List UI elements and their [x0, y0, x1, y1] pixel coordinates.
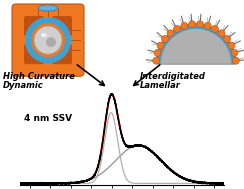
Circle shape: [154, 49, 161, 56]
Ellipse shape: [41, 33, 47, 37]
Circle shape: [167, 30, 174, 37]
Circle shape: [34, 26, 62, 54]
FancyBboxPatch shape: [52, 44, 72, 64]
FancyBboxPatch shape: [52, 16, 72, 36]
Wedge shape: [158, 26, 234, 64]
Circle shape: [228, 42, 235, 49]
Text: Lamellar: Lamellar: [140, 81, 181, 90]
Circle shape: [218, 30, 225, 37]
Circle shape: [173, 25, 181, 32]
Circle shape: [157, 42, 164, 49]
Circle shape: [46, 37, 56, 47]
Text: Dynamic: Dynamic: [3, 81, 44, 90]
Circle shape: [26, 18, 70, 62]
FancyBboxPatch shape: [12, 4, 84, 76]
Text: High Curvature: High Curvature: [3, 72, 75, 81]
Circle shape: [232, 57, 239, 64]
Circle shape: [162, 35, 168, 43]
Circle shape: [212, 25, 218, 32]
Ellipse shape: [38, 5, 58, 11]
FancyBboxPatch shape: [24, 16, 44, 36]
Text: 4 nm SSV: 4 nm SSV: [24, 115, 72, 123]
Circle shape: [189, 21, 195, 28]
Circle shape: [153, 57, 160, 64]
Circle shape: [181, 22, 188, 29]
Circle shape: [196, 21, 203, 28]
Circle shape: [31, 23, 65, 57]
FancyBboxPatch shape: [24, 44, 44, 64]
Circle shape: [204, 22, 211, 29]
Circle shape: [231, 49, 238, 56]
Circle shape: [224, 35, 231, 43]
Text: Interdigitated: Interdigitated: [140, 72, 206, 81]
